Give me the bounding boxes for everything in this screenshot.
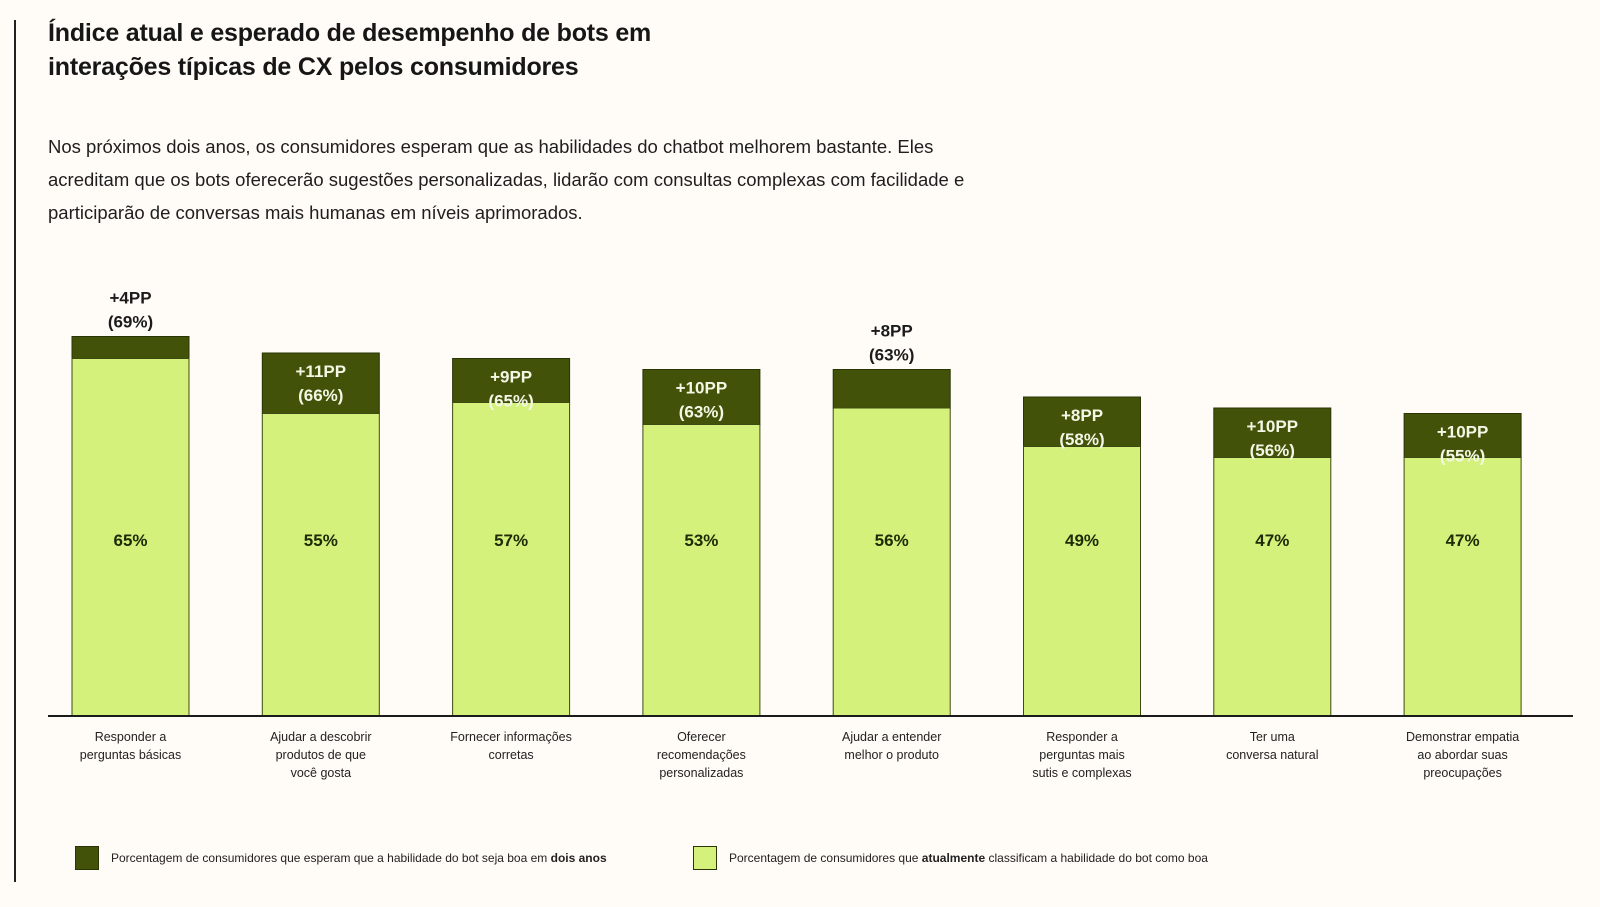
x-tick-label: Ter uma conversa natural — [1187, 728, 1357, 764]
x-tick-label-line: melhor o produto — [844, 748, 939, 762]
legend-text-current-suffix: classificam a habilidade do bot como boa — [985, 851, 1208, 865]
bar-expected-total-label: (63%) — [869, 346, 914, 365]
x-tick-label-line: sutis e complexas — [1032, 766, 1132, 780]
legend-swatch-current — [693, 846, 717, 870]
x-tick-label: Ajudar a entender melhor o produto — [807, 728, 977, 764]
bar-current-value-label: 65% — [113, 531, 147, 550]
chart-title-line-2: interações típicas de CX pelos consumido… — [48, 53, 579, 81]
bar-expected-segment — [261, 352, 380, 414]
bar-current-value-label: 49% — [1065, 531, 1099, 550]
bar-expected-total-label: (69%) — [108, 313, 153, 332]
bar-expected-total-label: (66%) — [298, 386, 343, 405]
x-tick-label-line: ao abordar suas — [1417, 748, 1508, 762]
bar-increase-label: +8PP — [871, 322, 913, 341]
legend-item-current: Porcentagem de consumidores que atualmen… — [693, 846, 1208, 870]
x-tick-label-line: Fornecer informações — [450, 730, 572, 744]
legend-swatch-expected — [75, 846, 99, 870]
x-tick-label-line: preocupações — [1423, 766, 1502, 780]
legend-emphasis-current: atualmente — [921, 851, 986, 865]
x-tick-label-line: você gosta — [290, 766, 352, 780]
bar-current-value-label: 56% — [875, 531, 909, 550]
bar-expected-total-label: (63%) — [679, 403, 724, 422]
x-tick-label: Oferecer recomendações personalizadas — [616, 728, 786, 782]
bar-current-value-label: 57% — [494, 531, 528, 550]
x-tick-label-line: Ajudar a descobrir — [270, 730, 372, 744]
bar-current-value-label: 55% — [304, 531, 338, 550]
x-tick-label: Responder a perguntas mais sutis e complex… — [997, 728, 1167, 782]
x-tick-label-line: Ajudar a entender — [841, 730, 942, 744]
x-tick-label: Ajudar a descobrir produtos de que você go… — [236, 728, 406, 782]
bar-expected-segment — [1213, 407, 1332, 458]
bar-current-segment — [261, 413, 380, 717]
bar-expected-segment — [452, 358, 571, 403]
bar-expected-segment — [71, 336, 190, 359]
legend-emphasis-expected: dois anos — [550, 851, 607, 865]
chart-title-line-1: Índice atual e esperado de desempenho de… — [48, 19, 652, 47]
x-tick-label-line: Demonstrar empatia — [1405, 730, 1520, 744]
left-vertical-rule — [14, 20, 16, 882]
bar-expected-total-label: (55%) — [1440, 447, 1485, 466]
bar-increase-label: +10PP — [1247, 417, 1299, 436]
bar-expected-segment — [1403, 413, 1522, 458]
x-tick-label-line: recomendações — [656, 748, 746, 762]
bar-increase-label: +4PP — [109, 289, 151, 308]
bar-expected-total-label: (56%) — [1250, 441, 1295, 460]
x-tick-label-line: conversa natural — [1226, 748, 1319, 762]
legend-item-expected: Porcentagem de consumidores que esperam … — [75, 846, 607, 870]
x-tick-label-line: Ter uma — [1249, 730, 1295, 744]
x-tick-label: Demonstrar empatia ao abordar suas preocup… — [1378, 728, 1548, 782]
bar-increase-label: +9PP — [490, 368, 532, 387]
x-tick-label-line: Oferecer — [677, 730, 726, 744]
x-tick-label-line: corretas — [488, 748, 534, 762]
x-tick-label-line: Responder a — [94, 730, 167, 744]
chart-description: Nos próximos dois anos, os consumidores … — [48, 136, 965, 223]
x-tick-label-line: perguntas mais — [1039, 748, 1125, 762]
x-tick-label: Fornecer informações corretas — [426, 728, 596, 764]
stacked-bar-chart: 65% +4PP (69%) 55% +11PP (66%) 57% +9PP (65%) 53%… — [48, 289, 1573, 717]
bar-expected-total-label: (65%) — [488, 392, 533, 411]
bar-expected-segment — [832, 369, 951, 409]
bar-expected-total-label: (58%) — [1059, 430, 1104, 449]
x-tick-label-line: produtos de que — [275, 748, 366, 762]
x-tick-label: Responder a perguntas básicas — [46, 728, 216, 764]
bar-increase-label: +10PP — [676, 379, 728, 398]
legend-text-expected: Porcentagem de consumidores que esperam … — [111, 851, 551, 865]
chart-title: Índice atual e esperado de desempenho de… — [48, 16, 808, 84]
bar-increase-label: +10PP — [1437, 423, 1489, 442]
legend-label-current: Porcentagem de consumidores que atualmen… — [729, 851, 1208, 865]
bar-current-segment — [1023, 446, 1141, 717]
bar-expected-segment — [642, 369, 761, 425]
legend-label-expected: Porcentagem de consumidores que esperam … — [111, 851, 607, 865]
bar-current-segment — [1403, 457, 1522, 717]
bar-current-value-label: 47% — [1446, 531, 1480, 550]
bar-current-segment — [832, 407, 951, 717]
x-tick-label-line: Responder a — [1046, 730, 1118, 744]
bar-current-segment — [642, 424, 761, 717]
x-tick-label-line: personalizadas — [659, 766, 744, 780]
x-tick-label-line: perguntas básicas — [79, 748, 182, 762]
bar-current-segment — [1213, 457, 1332, 717]
bar-current-value-label: 47% — [1255, 531, 1289, 550]
bar-increase-label: +8PP — [1061, 406, 1103, 425]
bar-increase-label: +11PP — [296, 362, 347, 381]
bar-current-segment — [452, 402, 571, 717]
legend-text-current: Porcentagem de consumidores que — [729, 851, 922, 865]
bar-current-value-label: 53% — [684, 531, 718, 550]
bar-expected-segment — [1023, 396, 1141, 447]
bar-current-segment — [71, 358, 190, 717]
